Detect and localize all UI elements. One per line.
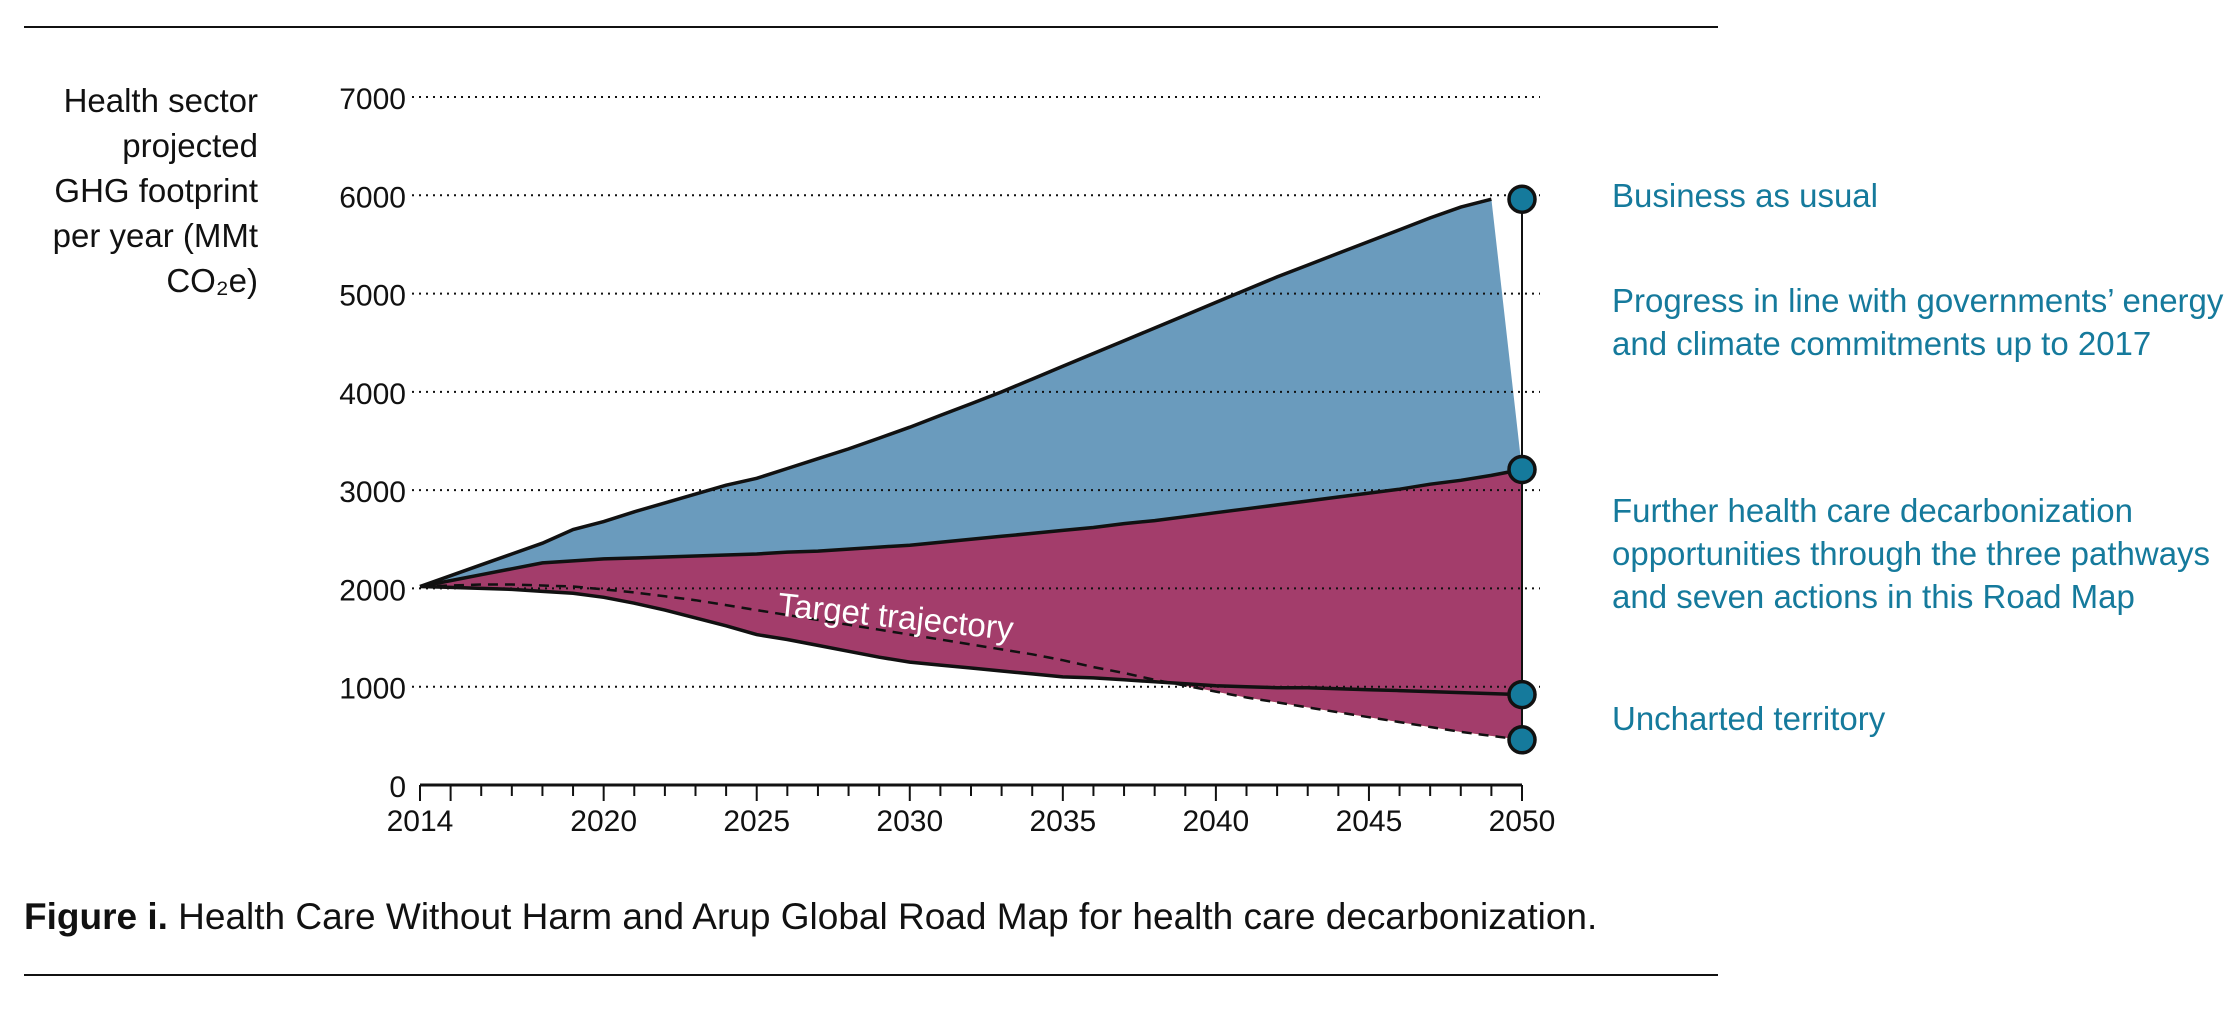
y-tick-label: 4000 <box>339 378 406 411</box>
legend-government-commitments: Progress in line with governments’ energ… <box>1612 282 2224 362</box>
y-tick-label: 1000 <box>339 673 406 706</box>
caption-text: Health Care Without Harm and Arup Global… <box>167 896 1598 937</box>
line-government-commitments <box>419 467 1523 589</box>
end-marker-business-as-usual <box>1507 184 1537 214</box>
line-business-as-usual <box>419 197 1492 589</box>
y-axis-label-line: CO₂e) <box>166 262 258 299</box>
y-tick-label: 0 <box>389 771 406 804</box>
x-tick-label: 2020 <box>570 805 637 838</box>
x-tick-label: 2035 <box>1029 805 1096 838</box>
legend-uncharted-territory: Uncharted territory <box>1612 700 1886 737</box>
x-tick-label: 2030 <box>876 805 943 838</box>
y-axis-label-line: Health sector <box>63 82 258 119</box>
y-axis-label: Health sector projected GHG footprint pe… <box>24 78 258 303</box>
y-axis-label-line: per year (MMt <box>52 217 258 254</box>
emissions-chart: 0 1000 2000 3000 4000 5000 6000 7000 2014 2020 202… <box>339 83 1556 838</box>
y-tick-label: 5000 <box>339 280 406 313</box>
area-government-commitments <box>420 469 1522 695</box>
end-marker-uncharted-territory <box>1507 725 1537 755</box>
legend-road-map-actions: Further health care decarbonization oppo… <box>1612 492 2211 615</box>
bottom-rule <box>24 974 1718 976</box>
x-tick-label: 2014 <box>387 805 454 838</box>
x-tick-label: 2040 <box>1183 805 1250 838</box>
line-road-map-actions <box>419 584 1523 697</box>
x-tick-label: 2050 <box>1489 805 1556 838</box>
y-tick-label: 6000 <box>339 181 406 214</box>
top-rule <box>24 26 1718 28</box>
legend-business-as-usual: Business as usual <box>1612 177 1878 214</box>
y-tick-label: 3000 <box>339 476 406 509</box>
x-tick-label: 2025 <box>723 805 790 838</box>
y-axis-label-line: GHG footprint <box>54 172 258 209</box>
end-marker-road-map-actions <box>1507 679 1537 710</box>
y-axis-label-line: projected <box>122 127 258 164</box>
x-tick-label: 2045 <box>1336 805 1403 838</box>
caption-label: Figure i. <box>24 896 168 937</box>
figure-caption: Figure i. Health Care Without Harm and A… <box>24 896 1597 938</box>
y-tick-label: 2000 <box>339 574 406 607</box>
end-marker-government-commitments <box>1507 454 1537 485</box>
y-tick-label: 7000 <box>339 83 406 116</box>
